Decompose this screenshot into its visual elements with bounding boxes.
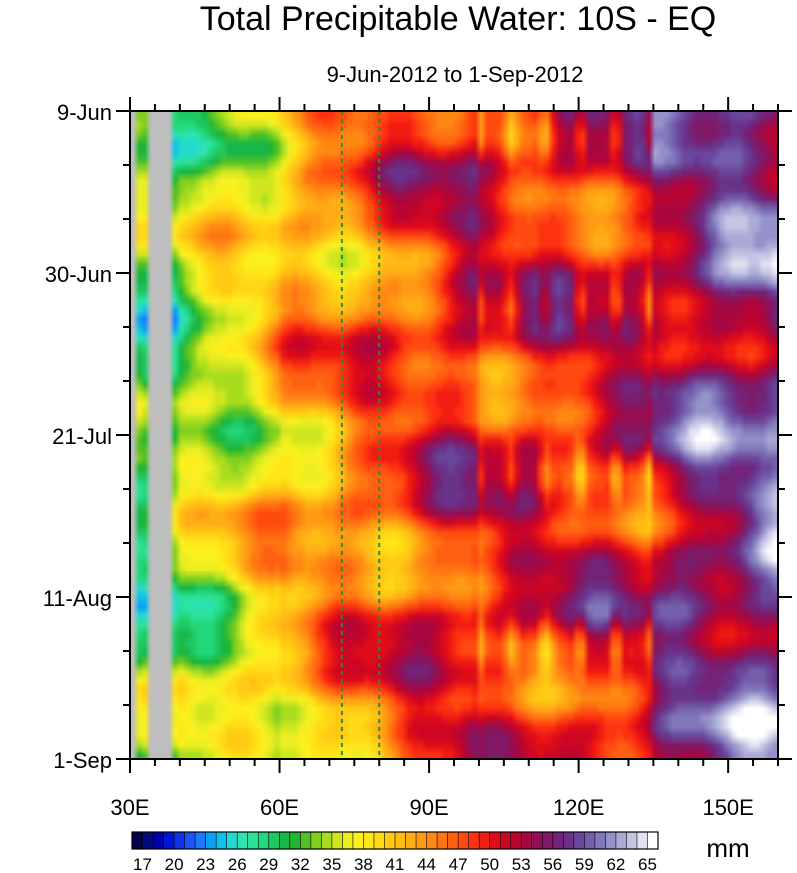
colorbar-swatch — [247, 832, 259, 849]
heatmap-field — [130, 111, 778, 759]
colorbar-label: 35 — [322, 855, 341, 873]
colorbar-swatch — [626, 832, 638, 849]
y-axis: 9-Jun 30-Jun 21-Jul 11-Aug 1-Sep — [43, 100, 792, 773]
colorbar-label: 44 — [417, 855, 436, 873]
colorbar-label: 56 — [543, 855, 562, 873]
colorbar-swatch — [636, 832, 648, 849]
y-tick-label: 9-Jun — [57, 100, 112, 125]
colorbar-swatch — [289, 832, 301, 849]
colorbar-swatch — [531, 832, 543, 849]
x-tick-label: 60E — [260, 795, 299, 820]
colorbar-swatch — [342, 832, 354, 849]
colorbar-label: 41 — [386, 855, 405, 873]
colorbar-swatch — [552, 832, 564, 849]
colorbar-swatch — [205, 832, 217, 849]
colorbar-unit: mm — [706, 833, 749, 863]
colorbar-swatch — [237, 832, 249, 849]
colorbar-swatch — [426, 832, 438, 849]
colorbar-label: 62 — [606, 855, 625, 873]
colorbar-label: 17 — [133, 855, 152, 873]
y-tick-label: 21-Jul — [52, 424, 112, 449]
colorbar-swatch — [331, 832, 343, 849]
colorbar-label: 59 — [575, 855, 594, 873]
x-tick-label: 90E — [409, 795, 448, 820]
colorbar-label: 65 — [638, 855, 657, 873]
colorbar-swatch — [605, 832, 617, 849]
colorbar-label: 50 — [480, 855, 499, 873]
colorbar-swatch — [184, 832, 196, 849]
colorbar-swatch — [573, 832, 585, 849]
y-tick-label: 1-Sep — [53, 748, 112, 773]
colorbar-swatch — [163, 832, 175, 849]
colorbar-label: 38 — [354, 855, 373, 873]
colorbar-swatch — [615, 832, 627, 849]
colorbar-swatch — [584, 832, 596, 849]
colorbar-swatch — [352, 832, 364, 849]
x-tick-label: 150E — [702, 795, 753, 820]
colorbar-swatch — [373, 832, 385, 849]
colorbar-swatch — [226, 832, 238, 849]
colorbar-swatch — [500, 832, 512, 849]
colorbar-label: 32 — [291, 855, 310, 873]
colorbar-swatch — [405, 832, 417, 849]
colorbar-label: 53 — [512, 855, 531, 873]
colorbar-swatch — [153, 832, 164, 849]
colorbar-swatch — [384, 832, 396, 849]
x-tick-label: 120E — [553, 795, 604, 820]
colorbar-swatch — [521, 832, 533, 849]
colorbar-swatch — [279, 832, 291, 849]
colorbar-swatch — [437, 832, 448, 849]
colorbar-swatch — [510, 832, 522, 849]
reference-lines — [340, 111, 381, 759]
colorbar-label: 20 — [165, 855, 184, 873]
colorbar-label: 29 — [259, 855, 278, 873]
colorbar-swatch — [321, 832, 333, 849]
heatmap-image — [130, 111, 778, 759]
colorbar-frame — [131, 831, 659, 850]
colorbar-swatch — [416, 832, 427, 849]
colorbar-swatch — [174, 832, 185, 849]
colorbar-swatch — [458, 832, 470, 849]
colorbar-swatch — [195, 832, 207, 849]
colorbar-swatch — [563, 832, 575, 849]
colorbar-swatch — [647, 832, 659, 849]
colorbar: 17 20 23 26 29 32 35 38 41 44 47 50 53 56 59 62 65 — [131, 831, 659, 873]
colorbar-swatch — [447, 832, 459, 849]
colorbar-swatch — [132, 832, 143, 849]
colorbar-swatch — [142, 832, 154, 849]
colorbar-swatch — [542, 832, 554, 849]
colorbar-swatch — [468, 832, 480, 849]
colorbar-swatch — [268, 832, 280, 849]
colorbar-swatch — [216, 832, 228, 849]
colorbar-swatch — [479, 832, 491, 849]
y-tick-label: 30-Jun — [45, 262, 112, 287]
colorbar-swatch — [594, 832, 606, 849]
x-axis: 30E 60E 90E 120E 150E — [110, 97, 779, 820]
colorbar-swatch — [300, 832, 312, 849]
colorbar-label: 47 — [449, 855, 468, 873]
colorbar-swatch — [489, 832, 501, 849]
chart-subtitle: 9-Jun-2012 to 1-Sep-2012 — [327, 62, 584, 87]
colorbar-swatch — [258, 832, 270, 849]
colorbar-label: 26 — [228, 855, 247, 873]
colorbar-swatch — [310, 832, 322, 849]
x-tick-label: 30E — [110, 795, 149, 820]
colorbar-swatch — [363, 832, 375, 849]
y-tick-label: 11-Aug — [43, 586, 112, 611]
colorbar-swatch — [395, 832, 406, 849]
colorbar-label: 23 — [196, 855, 215, 873]
chart-title: Total Precipitable Water: 10S - EQ — [200, 0, 717, 38]
